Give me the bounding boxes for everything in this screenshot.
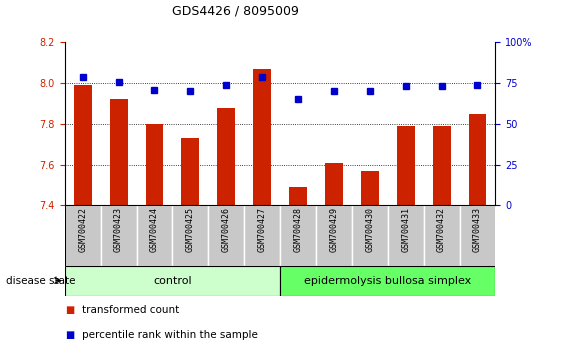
Bar <box>424 205 459 266</box>
Bar <box>459 205 495 266</box>
Bar <box>388 205 424 266</box>
Text: GSM700422: GSM700422 <box>78 207 87 252</box>
Bar <box>110 99 128 205</box>
Text: GSM700430: GSM700430 <box>365 207 374 252</box>
Text: control: control <box>153 275 192 286</box>
Bar <box>397 126 415 205</box>
Bar <box>468 114 486 205</box>
Text: GSM700427: GSM700427 <box>258 207 267 252</box>
Text: transformed count: transformed count <box>82 305 179 315</box>
Bar <box>101 205 137 266</box>
Bar <box>244 205 280 266</box>
Bar <box>361 171 379 205</box>
Text: GSM700424: GSM700424 <box>150 207 159 252</box>
Text: GSM700426: GSM700426 <box>222 207 231 252</box>
Bar <box>145 124 163 205</box>
Bar <box>325 162 343 205</box>
Text: GSM700429: GSM700429 <box>329 207 338 252</box>
Bar <box>432 126 450 205</box>
Text: GSM700431: GSM700431 <box>401 207 410 252</box>
Bar <box>137 205 172 266</box>
Text: epidermolysis bullosa simplex: epidermolysis bullosa simplex <box>304 275 471 286</box>
Text: GSM700428: GSM700428 <box>293 207 302 252</box>
Bar <box>65 266 280 296</box>
Text: GSM700425: GSM700425 <box>186 207 195 252</box>
Text: GSM700432: GSM700432 <box>437 207 446 252</box>
Bar <box>217 108 235 205</box>
Text: GSM700423: GSM700423 <box>114 207 123 252</box>
Text: ■: ■ <box>65 305 74 315</box>
Bar <box>65 205 101 266</box>
Bar <box>352 205 388 266</box>
Bar <box>181 138 199 205</box>
Bar <box>316 205 352 266</box>
Bar <box>280 266 495 296</box>
Text: ■: ■ <box>65 330 74 339</box>
Bar <box>280 205 316 266</box>
Bar <box>172 205 208 266</box>
Text: disease state: disease state <box>6 275 75 286</box>
Text: GDS4426 / 8095009: GDS4426 / 8095009 <box>172 5 300 18</box>
Bar <box>74 85 92 205</box>
Text: GSM700433: GSM700433 <box>473 207 482 252</box>
Text: percentile rank within the sample: percentile rank within the sample <box>82 330 257 339</box>
Bar <box>289 187 307 205</box>
Bar <box>253 69 271 205</box>
Bar <box>208 205 244 266</box>
